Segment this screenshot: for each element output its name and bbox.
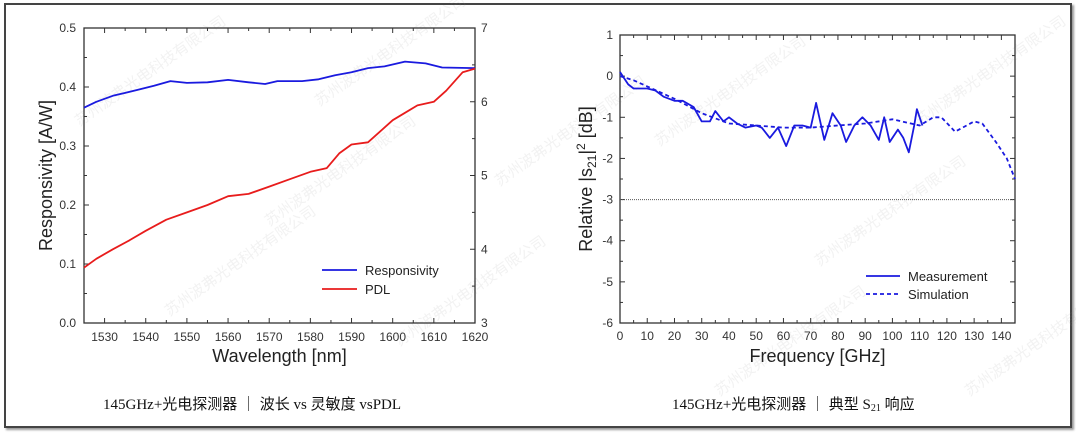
x-tick-label: 70	[804, 329, 818, 343]
y-tick-label: 0	[606, 69, 613, 83]
y-axis-label-part: |	[576, 150, 596, 155]
y-tick-label: 0.2	[59, 198, 76, 212]
x-tick-label: 1560	[215, 330, 242, 344]
legend-label-pdl: PDL	[365, 282, 390, 297]
figure-frame	[4, 3, 1072, 428]
y2-tick-label: 4	[481, 242, 488, 256]
y-tick-label: 1	[606, 28, 613, 42]
y-tick-label: 0.0	[59, 316, 76, 330]
x-tick-label: 90	[858, 329, 872, 343]
x-tick-label: 1590	[338, 330, 365, 344]
y-tick-label: 0.1	[59, 257, 76, 271]
x-axis-label: Wavelength [nm]	[212, 346, 346, 366]
caption-right-suffix: 响应	[880, 397, 915, 413]
caption-right-text: 145GHz+光电探测器 ｜ 典型 S	[672, 397, 871, 413]
x-axis-label: Frequency [GHz]	[749, 346, 885, 366]
series-responsivity	[83, 60, 476, 109]
x-tick-label: 40	[722, 329, 736, 343]
x-tick-label: 1530	[91, 330, 118, 344]
series-measurement	[619, 71, 924, 154]
x-tick-label: 0	[617, 329, 624, 343]
x-tick-label: 80	[831, 329, 845, 343]
legend-label-measurement: Measurement	[908, 269, 988, 284]
x-tick-label: 20	[668, 329, 682, 343]
caption-left: 145GHz+光电探测器 ｜ 波长 vs 灵敏度 vsPDL	[103, 397, 402, 413]
series-pdl	[83, 67, 476, 269]
x-tick-label: 50	[750, 329, 764, 343]
x-tick-label: 130	[964, 329, 984, 343]
y-axis-label-part: [dB]	[576, 106, 596, 143]
legend-label-simulation: Simulation	[908, 287, 969, 302]
y-axis-label: Responsivity [A/W]	[36, 100, 56, 251]
y-tick-label: -1	[602, 110, 613, 124]
x-tick-label: 1620	[462, 330, 489, 344]
y-tick-label: 0.5	[59, 21, 76, 35]
x-tick-label: 1540	[132, 330, 159, 344]
y2-tick-label: 3	[481, 316, 488, 330]
y-axis-label: Relative |s21|2 [dB]	[574, 106, 599, 251]
x-tick-label: 140	[991, 329, 1011, 343]
y-tick-label: 0.3	[59, 139, 76, 153]
y2-tick-label: 5	[481, 169, 488, 183]
caption-right-subscript: 21	[870, 403, 881, 414]
y2-tick-label: 7	[481, 21, 488, 35]
x-tick-label: 1580	[297, 330, 324, 344]
x-tick-label: 110	[910, 329, 929, 343]
y-tick-label: -4	[602, 234, 613, 248]
legend-label-responsivity: Responsivity	[365, 263, 439, 278]
x-tick-label: 1610	[420, 330, 447, 344]
x-tick-label: 120	[937, 329, 957, 343]
x-tick-label: 1550	[174, 330, 201, 344]
x-tick-label: 1570	[256, 330, 283, 344]
y-tick-label: -3	[602, 193, 613, 207]
x-tick-label: 1600	[379, 330, 406, 344]
y-tick-label: -6	[602, 316, 613, 330]
x-tick-label: 60	[777, 329, 791, 343]
caption-right: 145GHz+光电探测器 ｜ 典型 S21 响应	[672, 393, 915, 414]
plot-area	[83, 27, 476, 324]
y-tick-label: -5	[602, 275, 613, 289]
y-axis-label-part: 2	[574, 143, 588, 150]
y-tick-label: -2	[602, 151, 613, 165]
x-tick-label: 100	[882, 329, 902, 343]
y-axis-label-part: Relative |s	[576, 168, 596, 252]
series-simulation	[619, 75, 1016, 180]
y2-tick-label: 6	[481, 95, 488, 109]
y-axis-label-part: 21	[585, 154, 599, 168]
y-tick-label: 0.4	[59, 80, 76, 94]
x-tick-label: 10	[641, 329, 655, 343]
x-tick-label: 30	[695, 329, 709, 343]
